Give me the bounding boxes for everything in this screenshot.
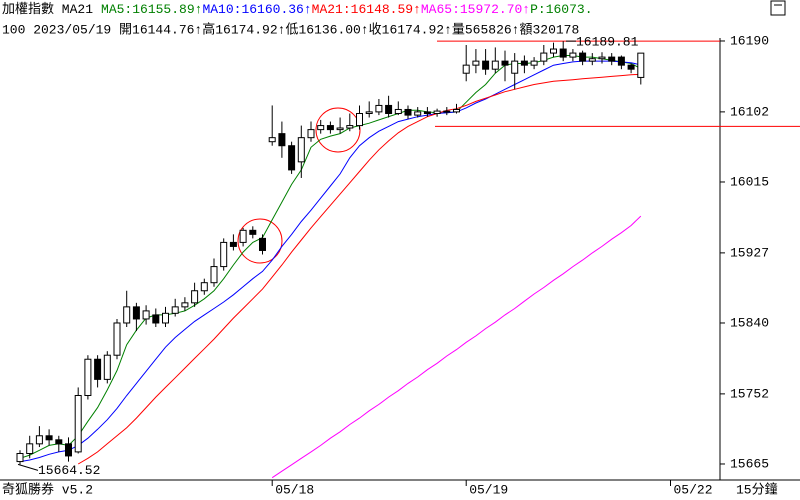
- candle-body: [375, 104, 383, 113]
- candle-body: [307, 129, 315, 139]
- candle-body: [142, 310, 150, 320]
- y-tick-label: 15665: [730, 456, 769, 471]
- candle-body: [16, 453, 24, 463]
- candle-body: [35, 435, 43, 445]
- indicator: P:16073.: [530, 2, 592, 17]
- candle-body: [336, 127, 344, 131]
- candle-body: [462, 64, 470, 74]
- candle-body: [249, 229, 257, 235]
- ma-line: [271, 215, 642, 479]
- candle-body: [123, 306, 131, 324]
- annotation: 16189.81: [576, 35, 639, 50]
- candle-body: [394, 108, 402, 114]
- candle-body: [540, 52, 548, 62]
- y-tick-label: 16015: [730, 174, 769, 189]
- candle-body: [113, 322, 121, 356]
- candle-body: [181, 302, 189, 308]
- y-tick-label: 16102: [730, 104, 769, 119]
- candle-body: [356, 112, 363, 127]
- x-tick-label: 05/18: [275, 482, 314, 497]
- indicator: MA21:16148.59↑: [312, 2, 421, 17]
- candle-body: [103, 354, 111, 380]
- candle-body: [414, 111, 422, 116]
- candle-body: [423, 111, 431, 114]
- candle-body: [346, 125, 354, 129]
- highlight-circle: [237, 218, 283, 264]
- candle-body: [579, 52, 587, 62]
- annotation-leader: [17, 463, 39, 471]
- y-tick-label: 15752: [730, 386, 769, 401]
- candle-body: [443, 110, 451, 113]
- candle-body: [501, 60, 509, 66]
- candle-body: [200, 282, 208, 292]
- candle-body: [210, 266, 218, 284]
- y-tick-label: 15927: [730, 245, 769, 260]
- annotation: 15664.52: [38, 463, 100, 478]
- candle-body: [191, 290, 199, 304]
- y-tick-label: 16190: [730, 33, 769, 48]
- candle-body: [385, 104, 393, 114]
- candle-body: [132, 306, 140, 320]
- indicator: MA10:16160.36↑: [202, 2, 311, 17]
- x-tick-label: 05/19: [469, 482, 508, 497]
- candle-body: [278, 133, 286, 147]
- candle-body: [84, 358, 92, 396]
- info-line: 100 2023/05/19 開16144.76↑高16174.92↑低1613…: [2, 21, 579, 37]
- footer-right: 15分鐘: [736, 481, 778, 497]
- candle-body: [288, 145, 296, 171]
- highlight-circle: [315, 107, 361, 153]
- y-tick-label: 15840: [730, 315, 769, 330]
- candle-body: [152, 314, 160, 324]
- indicator: MA65:15972.70↑: [421, 2, 530, 17]
- candle-body: [45, 435, 53, 441]
- candle-body: [559, 48, 567, 58]
- candle-body: [608, 56, 616, 62]
- candle-body: [65, 443, 72, 457]
- x-tick-label: 05/22: [674, 482, 713, 497]
- candle-body: [259, 237, 266, 251]
- candle-body: [520, 60, 528, 66]
- candle-body: [511, 60, 519, 74]
- candle-body: [482, 60, 490, 70]
- candle-body: [74, 394, 82, 453]
- candle-body: [26, 443, 34, 455]
- window-icon[interactable]: [770, 0, 786, 16]
- candle-body: [317, 125, 325, 131]
- candle-body: [365, 111, 373, 114]
- candle-body: [530, 60, 538, 66]
- candle-body: [569, 52, 577, 58]
- candle-body: [453, 108, 460, 113]
- candle-body: [404, 108, 412, 116]
- candle-body: [239, 229, 247, 243]
- indicator: MA5:16155.89↑: [101, 2, 202, 17]
- candle-body: [588, 58, 596, 62]
- candle-body: [94, 358, 102, 380]
- candle-body: [55, 439, 63, 445]
- candle-body: [598, 56, 606, 60]
- candle-body: [171, 306, 179, 314]
- ma-line: [77, 73, 641, 465]
- candle-body: [220, 241, 228, 268]
- candle-body: [627, 64, 635, 70]
- footer-left: 奇狐勝券 v5.2: [2, 481, 93, 497]
- candle-body: [617, 56, 625, 66]
- header: 加權指數 MA21 MA5:16155.89↑MA10:16160.36↑MA21…: [2, 2, 593, 17]
- candle-body: [550, 48, 557, 54]
- candle-body: [297, 137, 305, 163]
- candle-body: [637, 52, 645, 78]
- candle-body: [472, 60, 480, 66]
- chart-title: 加權指數 MA21: [2, 2, 93, 17]
- ma-line: [19, 60, 641, 463]
- candle-body: [268, 137, 276, 143]
- candle-body: [229, 241, 237, 247]
- candle-body: [491, 60, 499, 70]
- candle-body: [433, 110, 441, 114]
- candle-body: [162, 312, 169, 324]
- candle-body: [326, 125, 334, 131]
